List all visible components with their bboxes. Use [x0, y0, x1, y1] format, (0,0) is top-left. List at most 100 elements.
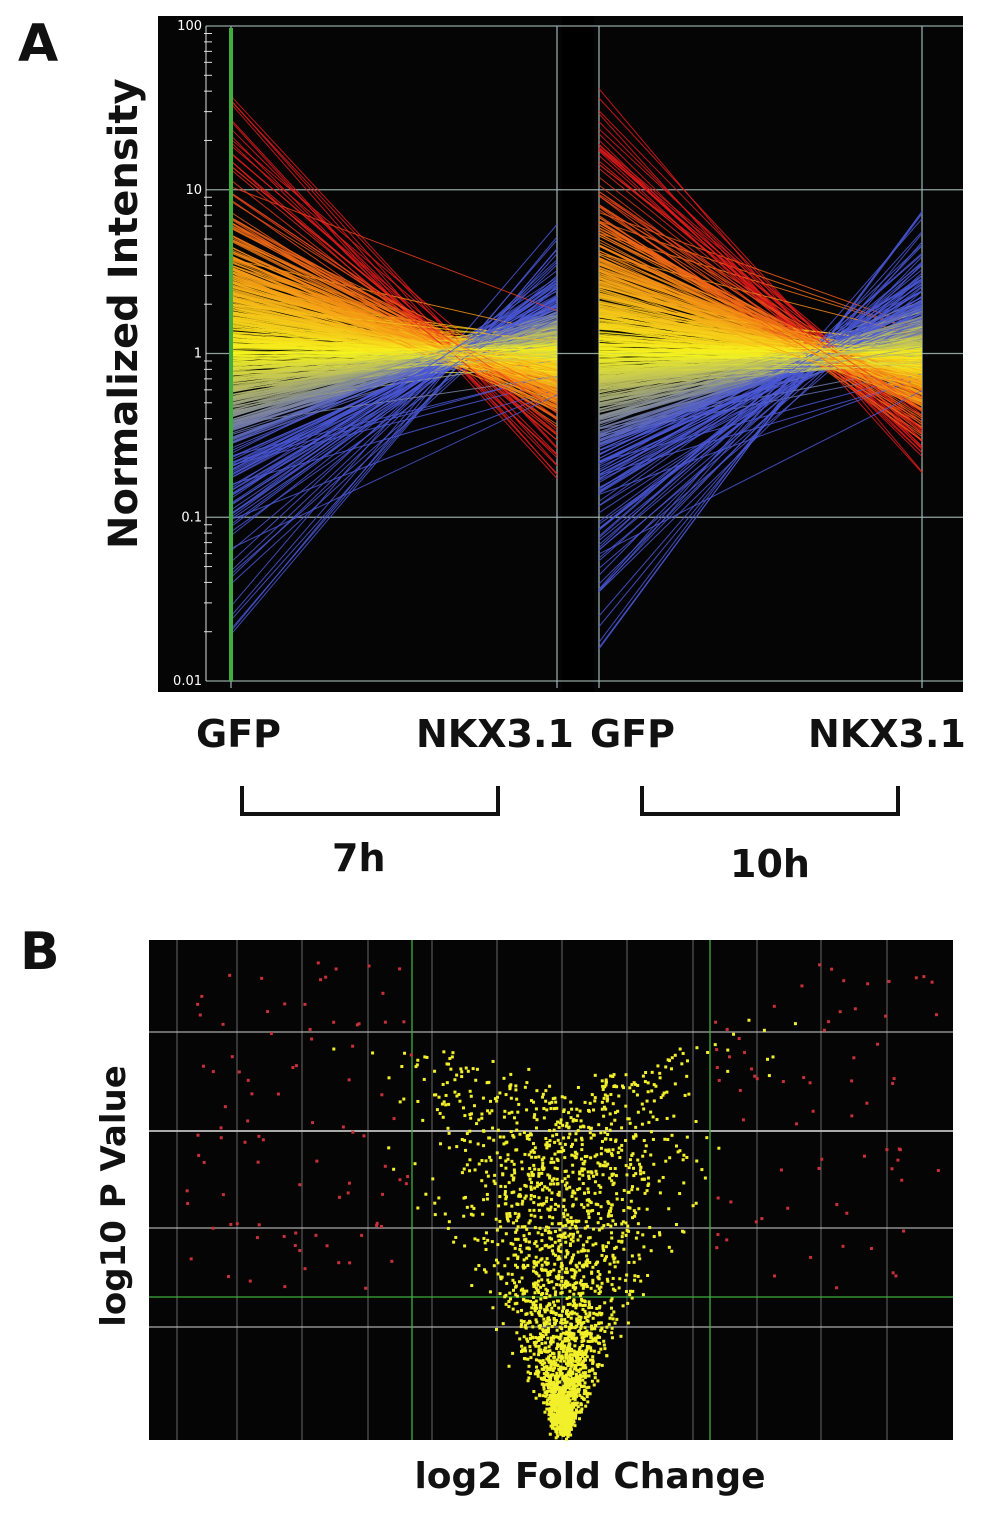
volcano-point: [556, 1247, 560, 1251]
volcano-point: [531, 1148, 535, 1152]
volcano-point: [543, 1391, 547, 1395]
volcano-point: [571, 1204, 575, 1208]
volcano-point: [596, 1203, 600, 1207]
volcano-point: [562, 1414, 566, 1418]
volcano-point: [604, 1164, 608, 1168]
volcano-point: [559, 1366, 563, 1370]
volcano-point: [555, 1431, 559, 1435]
profile-line: [598, 320, 923, 401]
volcano-point: [597, 1291, 601, 1295]
volcano-point: [560, 1234, 564, 1238]
volcano-point: [582, 1384, 586, 1388]
volcano-point: [470, 1204, 474, 1208]
volcano-significant-point: [835, 1203, 839, 1207]
volcano-point: [553, 1096, 557, 1100]
volcano-point: [572, 1268, 576, 1272]
volcano-point: [549, 1197, 553, 1201]
volcano-point: [544, 1143, 548, 1147]
volcano-significant-point: [256, 1160, 260, 1164]
volcano-point: [583, 1154, 587, 1158]
volcano-point: [591, 1358, 595, 1362]
volcano-point: [554, 1429, 558, 1433]
volcano-point: [605, 1325, 609, 1329]
profile-line: [230, 287, 558, 495]
volcano-point: [528, 1345, 532, 1349]
volcano-significant-point: [852, 1056, 856, 1060]
volcano-point: [577, 1219, 581, 1223]
volcano-point: [566, 1213, 570, 1217]
volcano-point: [496, 1272, 500, 1276]
volcano-point: [630, 1185, 634, 1189]
volcano-point: [611, 1102, 615, 1106]
volcano-point: [565, 1181, 569, 1185]
volcano-point: [558, 1238, 562, 1242]
profile-line: [598, 306, 923, 377]
volcano-point: [604, 1245, 608, 1249]
volcano-point: [549, 1379, 553, 1383]
volcano-point: [544, 1330, 548, 1334]
volcano-point: [482, 1144, 486, 1148]
volcano-point: [559, 1347, 563, 1351]
volcano-point: [589, 1336, 593, 1340]
volcano-point: [583, 1100, 587, 1104]
volcano-point: [610, 1236, 614, 1240]
volcano-significant-point: [741, 1118, 745, 1122]
volcano-point: [551, 1394, 555, 1398]
volcano-point: [565, 1249, 569, 1253]
volcano-point: [605, 1277, 609, 1281]
volcano-point: [568, 1355, 572, 1359]
volcano-point: [568, 1243, 572, 1247]
volcano-point: [613, 1118, 617, 1122]
volcano-point: [613, 1111, 617, 1115]
panel-b-x-axis-label: log2 Fold Change: [414, 1456, 766, 1497]
volcano-point: [562, 1430, 566, 1434]
volcano-point: [646, 1273, 650, 1277]
volcano-point: [556, 1408, 560, 1412]
volcano-point: [564, 1332, 568, 1336]
volcano-point: [555, 1376, 559, 1380]
volcano-significant-point: [892, 1077, 896, 1081]
volcano-point: [594, 1169, 598, 1173]
volcano-point: [553, 1207, 557, 1211]
volcano-point: [475, 1122, 479, 1126]
volcano-point: [574, 1270, 578, 1274]
volcano-point: [582, 1263, 586, 1267]
volcano-point: [612, 1085, 616, 1089]
volcano-point: [568, 1232, 572, 1236]
volcano-point: [491, 1059, 495, 1063]
volcano-point: [678, 1149, 682, 1153]
volcano-significant-point: [922, 975, 926, 979]
volcano-point: [559, 1291, 563, 1295]
volcano-point: [528, 1132, 532, 1136]
volcano-point: [578, 1281, 582, 1285]
volcano-significant-point: [189, 1257, 193, 1261]
volcano-point: [549, 1107, 553, 1111]
volcano-point: [503, 1295, 507, 1299]
volcano-point: [547, 1379, 551, 1383]
volcano-point: [576, 1322, 580, 1326]
volcano-significant-point: [772, 1004, 776, 1008]
volcano-point: [583, 1316, 587, 1320]
volcano-point: [629, 1199, 633, 1203]
volcano-point: [620, 1198, 624, 1202]
volcano-point: [793, 1022, 797, 1026]
volcano-point: [585, 1318, 589, 1322]
volcano-point: [567, 1384, 571, 1388]
volcano-point: [618, 1277, 622, 1281]
volcano-point: [560, 1286, 564, 1290]
volcano-point: [622, 1188, 626, 1192]
volcano-point: [747, 1018, 751, 1022]
volcano-point: [563, 1410, 567, 1414]
volcano-significant-point: [308, 1027, 312, 1031]
profile-line: [598, 113, 923, 474]
volcano-point: [580, 1249, 584, 1253]
volcano-point: [507, 1364, 511, 1368]
volcano-point: [592, 1349, 596, 1353]
volcano-points: [185, 961, 940, 1441]
volcano-point: [610, 1173, 614, 1177]
volcano-point: [596, 1379, 600, 1383]
volcano-point: [563, 1285, 567, 1289]
volcano-point: [624, 1290, 628, 1294]
volcano-significant-point: [800, 984, 804, 988]
volcano-point: [527, 1067, 531, 1071]
